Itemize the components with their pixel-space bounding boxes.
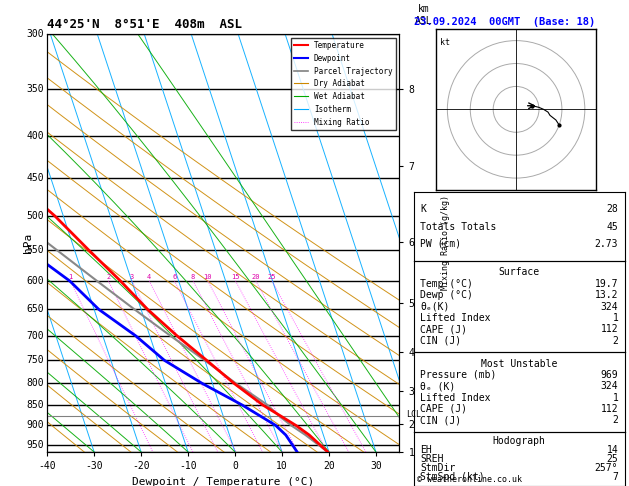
Text: 969: 969 xyxy=(601,370,618,380)
Text: kt: kt xyxy=(440,38,450,47)
Text: Lifted Index: Lifted Index xyxy=(420,393,491,402)
Text: 13.2: 13.2 xyxy=(595,290,618,300)
Text: 8: 8 xyxy=(191,274,195,280)
Text: 25: 25 xyxy=(268,274,276,280)
Text: 900: 900 xyxy=(26,420,43,430)
Text: 2.73: 2.73 xyxy=(595,239,618,249)
Text: 20: 20 xyxy=(252,274,260,280)
Text: 550: 550 xyxy=(26,245,43,255)
Text: Hodograph: Hodograph xyxy=(493,435,546,446)
Text: K: K xyxy=(420,204,426,214)
X-axis label: Dewpoint / Temperature (°C): Dewpoint / Temperature (°C) xyxy=(132,477,314,486)
Text: CIN (J): CIN (J) xyxy=(420,336,461,346)
Legend: Temperature, Dewpoint, Parcel Trajectory, Dry Adiabat, Wet Adiabat, Isotherm, Mi: Temperature, Dewpoint, Parcel Trajectory… xyxy=(291,38,396,130)
Text: 400: 400 xyxy=(26,132,43,141)
Text: 2: 2 xyxy=(613,336,618,346)
Text: 25: 25 xyxy=(606,454,618,464)
Text: 850: 850 xyxy=(26,400,43,410)
Text: Surface: Surface xyxy=(499,267,540,278)
Text: 300: 300 xyxy=(26,29,43,39)
Text: SREH: SREH xyxy=(420,454,443,464)
Text: 324: 324 xyxy=(601,381,618,391)
Text: Dewp (°C): Dewp (°C) xyxy=(420,290,473,300)
Text: Mixing Ratio (g/kg): Mixing Ratio (g/kg) xyxy=(441,195,450,291)
Text: 28: 28 xyxy=(606,204,618,214)
Text: 450: 450 xyxy=(26,174,43,183)
Text: km
ASL: km ASL xyxy=(415,4,433,26)
Text: hPa: hPa xyxy=(23,233,33,253)
Text: 1: 1 xyxy=(68,274,72,280)
Text: 750: 750 xyxy=(26,355,43,365)
Text: 44°25'N  8°51'E  408m  ASL: 44°25'N 8°51'E 408m ASL xyxy=(47,18,242,32)
Text: CAPE (J): CAPE (J) xyxy=(420,404,467,414)
Text: 45: 45 xyxy=(606,222,618,231)
Text: EH: EH xyxy=(420,445,432,455)
Text: 14: 14 xyxy=(606,445,618,455)
Text: Most Unstable: Most Unstable xyxy=(481,359,557,368)
Text: Lifted Index: Lifted Index xyxy=(420,313,491,323)
Text: PW (cm): PW (cm) xyxy=(420,239,461,249)
Text: θₑ (K): θₑ (K) xyxy=(420,381,455,391)
Text: 1: 1 xyxy=(613,393,618,402)
Text: 10: 10 xyxy=(204,274,212,280)
Text: 112: 112 xyxy=(601,404,618,414)
Text: 3: 3 xyxy=(130,274,134,280)
Text: © weatheronline.co.uk: © weatheronline.co.uk xyxy=(417,474,522,484)
Text: 500: 500 xyxy=(26,211,43,221)
Text: 1: 1 xyxy=(613,313,618,323)
Text: StmSpd (kt): StmSpd (kt) xyxy=(420,472,485,482)
Text: Totals Totals: Totals Totals xyxy=(420,222,496,231)
Text: 650: 650 xyxy=(26,304,43,314)
Text: 112: 112 xyxy=(601,325,618,334)
Text: StmDir: StmDir xyxy=(420,463,455,473)
Text: 4: 4 xyxy=(147,274,152,280)
Text: 6: 6 xyxy=(172,274,177,280)
Text: Pressure (mb): Pressure (mb) xyxy=(420,370,496,380)
Text: 350: 350 xyxy=(26,84,43,94)
Text: 257°: 257° xyxy=(595,463,618,473)
Text: θₑ(K): θₑ(K) xyxy=(420,302,450,312)
Text: CIN (J): CIN (J) xyxy=(420,415,461,425)
Text: CAPE (J): CAPE (J) xyxy=(420,325,467,334)
Text: 324: 324 xyxy=(601,302,618,312)
Text: Temp (°C): Temp (°C) xyxy=(420,279,473,289)
Text: 15: 15 xyxy=(231,274,240,280)
Text: 950: 950 xyxy=(26,439,43,450)
Text: 23.09.2024  00GMT  (Base: 18): 23.09.2024 00GMT (Base: 18) xyxy=(414,17,595,27)
Text: 700: 700 xyxy=(26,331,43,341)
Text: 800: 800 xyxy=(26,379,43,388)
Text: 2: 2 xyxy=(613,415,618,425)
Text: 19.7: 19.7 xyxy=(595,279,618,289)
Text: 2: 2 xyxy=(106,274,111,280)
Text: 7: 7 xyxy=(613,472,618,482)
Text: 600: 600 xyxy=(26,276,43,286)
Text: LCL: LCL xyxy=(406,410,421,419)
